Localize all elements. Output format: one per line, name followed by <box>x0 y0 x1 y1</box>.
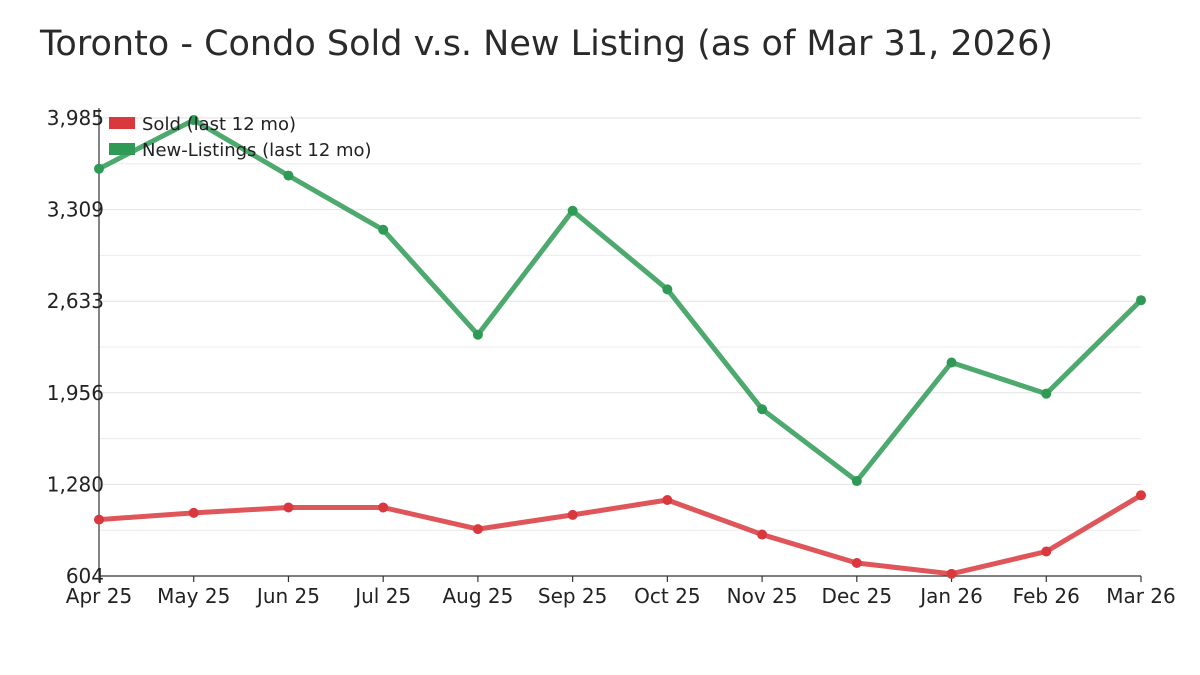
x-tick-label: Aug 25 <box>442 584 513 608</box>
y-tick-label: 1,280 <box>47 472 104 496</box>
x-tick-label: Feb 26 <box>1013 584 1080 608</box>
y-tick-label: 604 <box>66 564 104 588</box>
series-line-2 <box>96 117 1144 484</box>
data-point <box>1136 490 1146 501</box>
data-point <box>1136 295 1146 306</box>
grid-lines <box>99 117 1141 531</box>
y-tick-label: 2,633 <box>47 289 104 313</box>
data-point <box>567 205 578 216</box>
data-point <box>188 115 199 126</box>
legend: Sold (last 12 mo) New-Listings (last 12 m… <box>109 114 372 161</box>
data-point <box>567 509 578 520</box>
data-point <box>283 502 294 513</box>
data-point <box>851 557 862 568</box>
legend-swatch <box>109 117 135 129</box>
data-point <box>757 404 768 415</box>
series-line-1 <box>96 492 1144 577</box>
chart-title: Toronto - Condo Sold v.s. New Listing (a… <box>40 24 1054 64</box>
legend-label: Sold (last 12 mo) <box>142 114 296 135</box>
y-tick-label: 3,309 <box>47 198 104 222</box>
data-point <box>946 357 957 368</box>
data-point <box>1041 546 1052 557</box>
x-tick-label: Oct 25 <box>634 584 700 608</box>
legend-swatch <box>109 143 135 155</box>
data-point <box>662 284 673 295</box>
x-tick-label: Dec 25 <box>822 584 893 608</box>
y-tick-label: 1,956 <box>47 381 104 405</box>
data-point <box>472 524 483 535</box>
x-tick-label: Apr 25 <box>66 584 132 608</box>
y-tick-label: 3,985 <box>47 106 104 130</box>
x-tick-label: Jan 26 <box>918 584 983 608</box>
series-layer <box>94 115 1146 579</box>
legend-label: New-Listings (last 12 mo) <box>142 140 372 161</box>
x-tick-label: Sep 25 <box>538 584 608 608</box>
x-tick-label: Jun 25 <box>255 584 320 608</box>
data-point <box>283 170 294 181</box>
data-point <box>851 476 862 487</box>
data-point <box>946 568 957 579</box>
x-tick-label: Jul 25 <box>353 584 411 608</box>
data-point <box>472 329 483 340</box>
data-point <box>94 514 104 525</box>
x-tick-label: May 25 <box>157 584 230 608</box>
data-point <box>757 529 768 540</box>
data-point <box>378 224 389 235</box>
data-point <box>1041 388 1052 399</box>
data-point <box>378 502 389 513</box>
x-tick-label: Nov 25 <box>727 584 798 608</box>
data-point <box>662 495 673 506</box>
x-tick-label: Mar 26 <box>1106 584 1176 608</box>
data-point <box>188 507 199 518</box>
data-point <box>94 163 104 174</box>
